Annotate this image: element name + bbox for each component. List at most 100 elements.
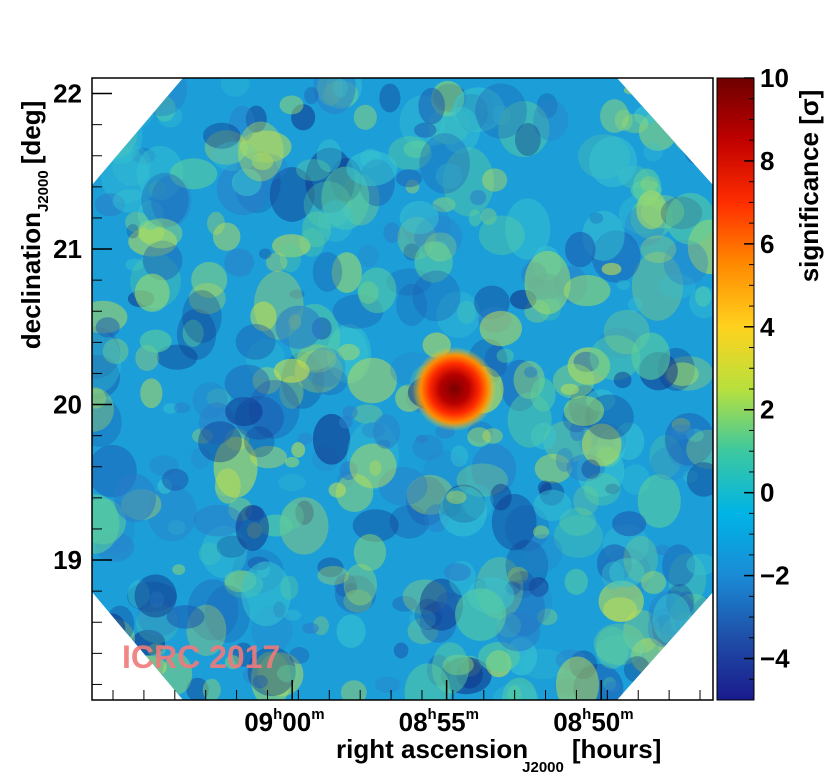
noise-blob xyxy=(248,380,300,439)
noise-blob xyxy=(407,618,439,645)
noise-blob xyxy=(280,575,299,600)
noise-blob xyxy=(305,347,346,388)
noise-blob xyxy=(131,147,156,165)
y-axis-title-main: declination xyxy=(16,212,46,349)
noise-blob xyxy=(269,167,315,222)
noise-blob xyxy=(605,681,621,693)
noise-blob xyxy=(352,404,383,424)
colorbar-tick-label: 6 xyxy=(760,229,774,259)
noise-blob xyxy=(128,226,178,257)
noise-blob xyxy=(302,622,319,634)
noise-blob xyxy=(655,544,670,556)
noise-blob xyxy=(332,78,348,98)
noise-blob xyxy=(198,421,242,463)
noise-blob xyxy=(553,515,603,558)
noise-blob xyxy=(471,443,517,495)
noise-blob xyxy=(202,122,241,149)
noise-blob xyxy=(491,493,537,551)
colorbar xyxy=(716,77,755,701)
noise-blob xyxy=(668,439,706,468)
noise-blob xyxy=(624,205,665,247)
noise-blob xyxy=(169,158,218,190)
noise-blob xyxy=(637,474,681,528)
noise-blob xyxy=(198,542,222,566)
colorbar-tick-label: 8 xyxy=(760,146,774,176)
noise-blob xyxy=(250,651,291,700)
x-tick-label: 08h55m xyxy=(399,706,479,737)
noise-blob xyxy=(235,324,276,360)
skymap-region xyxy=(92,78,713,700)
noise-blob xyxy=(220,78,250,97)
noise-blob xyxy=(533,525,550,539)
noise-blob xyxy=(289,289,305,299)
noise-blob xyxy=(136,145,184,201)
noise-blob xyxy=(552,363,595,399)
noise-blob xyxy=(631,251,684,321)
source-hotspot xyxy=(412,347,497,431)
noise-blob xyxy=(186,677,209,700)
noise-blob xyxy=(605,483,620,495)
noise-blob xyxy=(636,190,667,230)
noise-blob xyxy=(342,405,358,419)
noise-blob xyxy=(665,192,713,245)
noise-blob xyxy=(317,565,350,585)
noise-blob xyxy=(643,142,664,162)
noise-blob xyxy=(95,317,120,338)
noise-blob xyxy=(480,208,497,225)
noise-blob xyxy=(515,122,541,156)
noise-blob xyxy=(173,402,191,414)
noise-blob xyxy=(331,252,362,294)
y-tick-label: 22 xyxy=(53,79,82,109)
noise-blob xyxy=(296,158,331,182)
noise-blob xyxy=(520,648,567,680)
noise-blob xyxy=(182,290,222,343)
noise-blob xyxy=(501,677,538,700)
noise-blob xyxy=(301,211,332,248)
noise-blob xyxy=(414,598,443,631)
noise-blob xyxy=(224,364,271,403)
noise-blob xyxy=(211,141,259,172)
noise-fluctuations xyxy=(92,78,713,700)
noise-blob xyxy=(224,248,255,277)
noise-blob xyxy=(523,366,538,378)
noise-blob xyxy=(621,113,649,134)
noise-blob xyxy=(172,564,186,575)
noise-blob xyxy=(182,319,204,347)
noise-blob xyxy=(623,535,658,583)
noise-blob xyxy=(419,601,457,643)
noise-blob xyxy=(304,86,319,105)
noise-blob xyxy=(478,215,525,255)
noise-blob xyxy=(442,654,474,676)
watermark-label: ICRC 2017 xyxy=(122,639,280,675)
noise-blob xyxy=(244,426,275,458)
noise-blob xyxy=(613,371,632,389)
noise-blob xyxy=(232,642,254,667)
noise-blob xyxy=(312,413,351,465)
noise-blob xyxy=(612,511,647,537)
noise-blob xyxy=(589,212,604,224)
noise-blob xyxy=(369,460,382,476)
noise-blob xyxy=(272,234,311,258)
noise-blob xyxy=(265,252,288,272)
noise-blob xyxy=(187,579,239,641)
noise-blob xyxy=(250,301,277,332)
noise-blob xyxy=(285,456,300,468)
colorbar-tick-label: −4 xyxy=(760,644,790,674)
noise-blob xyxy=(125,211,149,233)
noise-blob xyxy=(593,623,646,666)
noise-blob xyxy=(534,453,572,484)
noise-blob xyxy=(686,429,713,469)
x-axis-ticks: 09h00m 08h55m 08h50m xyxy=(112,680,701,737)
noise-blob xyxy=(662,544,696,587)
noise-blob xyxy=(415,434,429,444)
noise-blob xyxy=(682,470,699,483)
noise-blob xyxy=(141,172,189,228)
noise-blob xyxy=(658,273,696,299)
noise-blob xyxy=(440,657,492,695)
noise-blob xyxy=(279,375,304,409)
noise-blob xyxy=(127,581,177,612)
noise-blob xyxy=(202,678,221,700)
noise-blob xyxy=(191,261,228,298)
noise-blob xyxy=(414,241,453,283)
